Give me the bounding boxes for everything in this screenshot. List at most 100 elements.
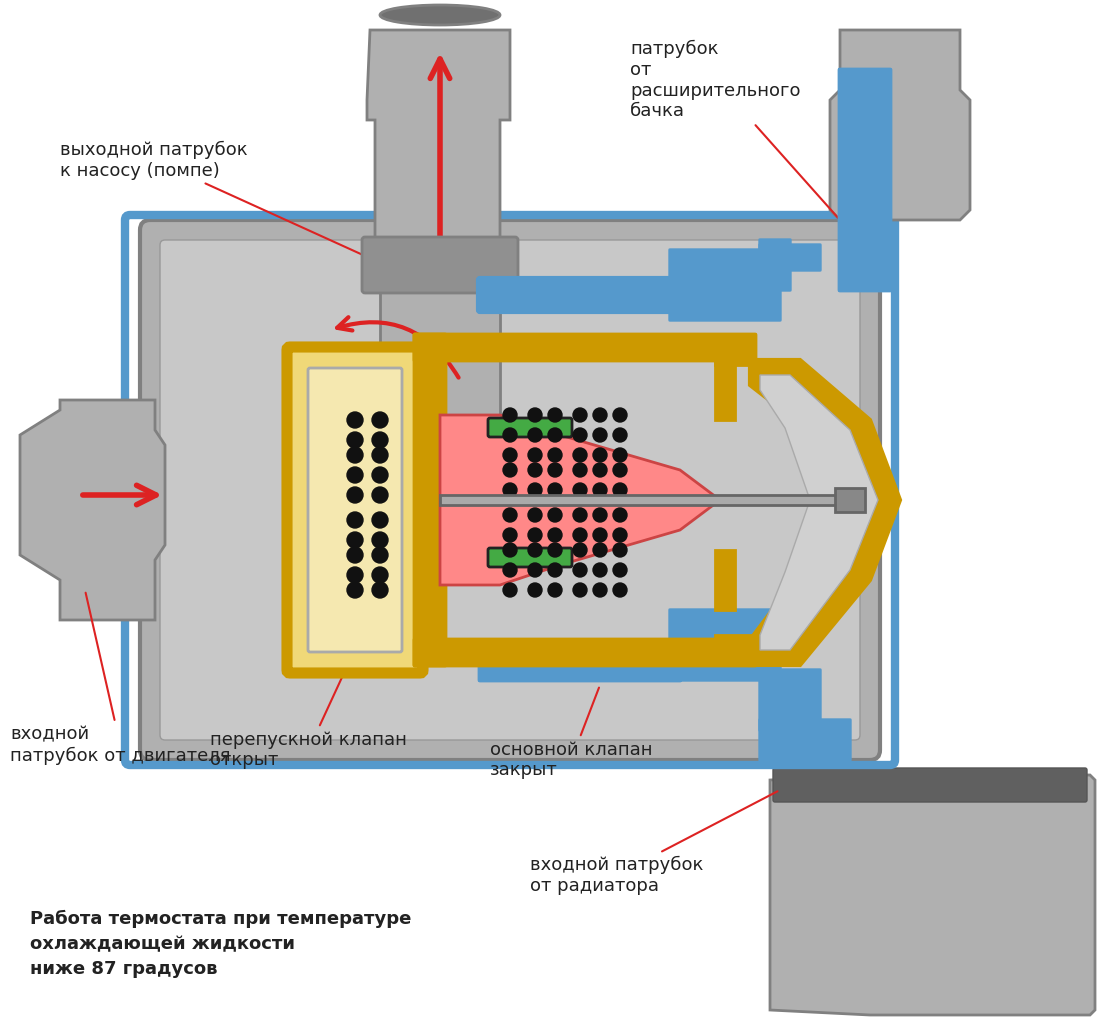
Circle shape	[548, 428, 562, 442]
Circle shape	[528, 583, 542, 597]
Circle shape	[347, 582, 363, 598]
FancyBboxPatch shape	[670, 610, 780, 681]
Text: входной патрубок
от радиатора: входной патрубок от радиатора	[530, 791, 778, 895]
Circle shape	[548, 563, 562, 577]
Circle shape	[613, 563, 627, 577]
Circle shape	[372, 547, 388, 563]
Circle shape	[347, 512, 363, 528]
Circle shape	[593, 528, 607, 542]
Circle shape	[548, 508, 562, 522]
Circle shape	[503, 408, 518, 422]
Circle shape	[593, 408, 607, 422]
Circle shape	[593, 583, 607, 597]
Circle shape	[613, 408, 627, 422]
Circle shape	[528, 528, 542, 542]
FancyBboxPatch shape	[415, 640, 756, 665]
Circle shape	[503, 508, 518, 522]
FancyBboxPatch shape	[480, 650, 680, 681]
Circle shape	[548, 483, 562, 497]
Circle shape	[528, 483, 542, 497]
Circle shape	[503, 448, 518, 462]
FancyBboxPatch shape	[760, 669, 820, 730]
Circle shape	[613, 508, 627, 522]
FancyBboxPatch shape	[477, 278, 682, 312]
Bar	[835, 488, 865, 512]
Text: входной
патрубок от двигателя: входной патрубок от двигателя	[10, 592, 230, 765]
Circle shape	[573, 583, 587, 597]
Circle shape	[573, 408, 587, 422]
Polygon shape	[440, 415, 720, 585]
Circle shape	[573, 528, 587, 542]
Circle shape	[593, 463, 607, 477]
Circle shape	[548, 543, 562, 557]
Circle shape	[613, 483, 627, 497]
Circle shape	[347, 532, 363, 548]
Text: выходной патрубок
к насосу (помпе): выходной патрубок к насосу (помпе)	[60, 140, 383, 263]
Bar	[715, 360, 735, 420]
Circle shape	[503, 528, 518, 542]
Polygon shape	[830, 30, 971, 220]
Circle shape	[593, 563, 607, 577]
FancyBboxPatch shape	[308, 368, 402, 652]
FancyBboxPatch shape	[839, 70, 890, 290]
Circle shape	[528, 463, 542, 477]
Circle shape	[528, 508, 542, 522]
FancyBboxPatch shape	[362, 237, 518, 293]
Circle shape	[528, 543, 542, 557]
Circle shape	[573, 543, 587, 557]
FancyBboxPatch shape	[760, 720, 850, 761]
FancyBboxPatch shape	[140, 220, 880, 760]
Circle shape	[613, 448, 627, 462]
Polygon shape	[20, 400, 165, 620]
Circle shape	[548, 448, 562, 462]
Circle shape	[613, 528, 627, 542]
Circle shape	[372, 582, 388, 598]
FancyBboxPatch shape	[760, 245, 820, 271]
Polygon shape	[760, 375, 878, 650]
Circle shape	[503, 463, 518, 477]
FancyBboxPatch shape	[487, 418, 572, 437]
Text: патрубок
от
расширительного
бачка: патрубок от расширительного бачка	[630, 40, 838, 218]
FancyBboxPatch shape	[287, 347, 423, 673]
Circle shape	[528, 428, 542, 442]
Circle shape	[503, 428, 518, 442]
Circle shape	[372, 532, 388, 548]
Circle shape	[503, 543, 518, 557]
FancyBboxPatch shape	[774, 768, 1087, 802]
Circle shape	[593, 483, 607, 497]
FancyBboxPatch shape	[670, 250, 780, 320]
Circle shape	[548, 528, 562, 542]
Circle shape	[347, 547, 363, 563]
Circle shape	[573, 463, 587, 477]
Circle shape	[347, 567, 363, 583]
Circle shape	[347, 467, 363, 483]
Circle shape	[593, 448, 607, 462]
FancyBboxPatch shape	[487, 548, 572, 567]
Circle shape	[613, 583, 627, 597]
FancyBboxPatch shape	[760, 240, 790, 290]
Text: основной клапан
закрыт: основной клапан закрыт	[490, 688, 652, 779]
Bar	[380, 255, 500, 490]
FancyBboxPatch shape	[160, 240, 860, 740]
Circle shape	[548, 583, 562, 597]
Circle shape	[528, 408, 542, 422]
Bar	[715, 335, 755, 365]
Circle shape	[372, 487, 388, 503]
Circle shape	[593, 508, 607, 522]
Circle shape	[372, 567, 388, 583]
Circle shape	[528, 563, 542, 577]
Circle shape	[347, 412, 363, 428]
Circle shape	[372, 512, 388, 528]
Circle shape	[372, 432, 388, 448]
Circle shape	[573, 483, 587, 497]
Polygon shape	[367, 30, 510, 270]
Circle shape	[548, 408, 562, 422]
Bar	[440, 495, 840, 505]
Ellipse shape	[380, 5, 500, 25]
FancyBboxPatch shape	[415, 335, 756, 361]
Circle shape	[503, 563, 518, 577]
Circle shape	[503, 583, 518, 597]
Circle shape	[593, 543, 607, 557]
Circle shape	[613, 463, 627, 477]
FancyBboxPatch shape	[415, 335, 445, 665]
